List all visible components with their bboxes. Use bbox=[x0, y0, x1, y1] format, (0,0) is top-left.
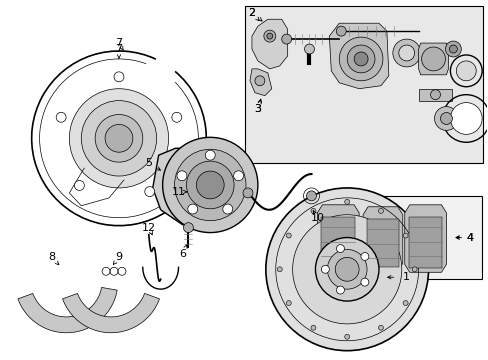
Text: 2: 2 bbox=[248, 8, 255, 18]
Circle shape bbox=[233, 171, 243, 181]
Circle shape bbox=[243, 188, 252, 198]
Text: 5: 5 bbox=[145, 158, 152, 168]
Circle shape bbox=[353, 52, 367, 66]
Polygon shape bbox=[362, 207, 402, 271]
FancyBboxPatch shape bbox=[244, 6, 482, 163]
Text: 6: 6 bbox=[179, 249, 185, 260]
Circle shape bbox=[163, 137, 257, 233]
Circle shape bbox=[344, 334, 349, 339]
Text: 7: 7 bbox=[115, 44, 122, 54]
Circle shape bbox=[292, 215, 401, 324]
Circle shape bbox=[105, 125, 133, 152]
Circle shape bbox=[336, 286, 344, 294]
Polygon shape bbox=[152, 148, 242, 228]
Circle shape bbox=[411, 267, 416, 272]
Circle shape bbox=[177, 171, 186, 181]
Circle shape bbox=[402, 233, 407, 238]
Circle shape bbox=[378, 325, 383, 330]
Polygon shape bbox=[404, 205, 446, 272]
Circle shape bbox=[223, 204, 232, 214]
Circle shape bbox=[398, 45, 414, 61]
Circle shape bbox=[392, 39, 420, 67]
Text: 7: 7 bbox=[115, 38, 122, 48]
Circle shape bbox=[56, 112, 66, 122]
Text: 2: 2 bbox=[248, 8, 255, 18]
Polygon shape bbox=[249, 69, 271, 96]
Circle shape bbox=[310, 208, 315, 213]
Circle shape bbox=[321, 265, 328, 273]
Circle shape bbox=[339, 37, 382, 81]
Text: 4: 4 bbox=[466, 233, 473, 243]
Circle shape bbox=[429, 90, 440, 100]
Text: 8: 8 bbox=[48, 252, 55, 262]
Text: 10: 10 bbox=[310, 213, 324, 223]
Circle shape bbox=[315, 238, 378, 301]
Circle shape bbox=[402, 301, 407, 306]
Circle shape bbox=[266, 33, 272, 39]
Circle shape bbox=[281, 34, 291, 44]
Circle shape bbox=[144, 186, 154, 197]
Circle shape bbox=[434, 107, 457, 130]
Circle shape bbox=[171, 112, 182, 122]
Circle shape bbox=[285, 301, 291, 306]
Circle shape bbox=[187, 204, 197, 214]
Circle shape bbox=[69, 89, 168, 188]
Circle shape bbox=[196, 171, 224, 199]
Polygon shape bbox=[418, 89, 451, 100]
Circle shape bbox=[421, 47, 445, 71]
Text: 9: 9 bbox=[115, 252, 122, 262]
Circle shape bbox=[335, 257, 358, 281]
Circle shape bbox=[449, 103, 481, 134]
Circle shape bbox=[440, 113, 451, 125]
Polygon shape bbox=[321, 217, 354, 268]
Circle shape bbox=[174, 149, 245, 221]
Circle shape bbox=[183, 223, 193, 233]
FancyBboxPatch shape bbox=[309, 196, 481, 279]
Circle shape bbox=[285, 233, 291, 238]
Text: 11: 11 bbox=[171, 187, 185, 197]
Circle shape bbox=[95, 114, 142, 162]
Polygon shape bbox=[317, 205, 358, 272]
Text: 3: 3 bbox=[254, 104, 261, 113]
Polygon shape bbox=[173, 193, 200, 220]
Circle shape bbox=[254, 76, 264, 86]
Circle shape bbox=[277, 267, 282, 272]
Text: 3: 3 bbox=[254, 104, 261, 113]
Circle shape bbox=[186, 161, 234, 209]
Circle shape bbox=[326, 249, 366, 289]
Circle shape bbox=[336, 244, 344, 252]
Circle shape bbox=[264, 30, 275, 42]
Circle shape bbox=[455, 61, 475, 81]
Circle shape bbox=[445, 41, 460, 57]
Text: 1: 1 bbox=[403, 272, 409, 282]
Circle shape bbox=[360, 252, 368, 260]
Polygon shape bbox=[408, 217, 442, 268]
Circle shape bbox=[114, 72, 123, 82]
Text: 12: 12 bbox=[142, 222, 156, 233]
Polygon shape bbox=[366, 219, 398, 267]
Circle shape bbox=[336, 26, 346, 36]
Circle shape bbox=[448, 45, 456, 53]
Circle shape bbox=[81, 100, 156, 176]
Polygon shape bbox=[62, 293, 159, 333]
Polygon shape bbox=[18, 287, 117, 333]
Polygon shape bbox=[328, 23, 388, 89]
Circle shape bbox=[360, 278, 368, 286]
Circle shape bbox=[346, 45, 374, 73]
Circle shape bbox=[306, 191, 316, 201]
Circle shape bbox=[205, 150, 215, 160]
Circle shape bbox=[378, 208, 383, 213]
Circle shape bbox=[74, 180, 84, 190]
Circle shape bbox=[304, 44, 314, 54]
Polygon shape bbox=[418, 43, 447, 75]
Text: 4: 4 bbox=[466, 233, 473, 243]
Polygon shape bbox=[251, 19, 287, 69]
Circle shape bbox=[265, 188, 427, 351]
Circle shape bbox=[310, 325, 315, 330]
Circle shape bbox=[344, 199, 349, 204]
